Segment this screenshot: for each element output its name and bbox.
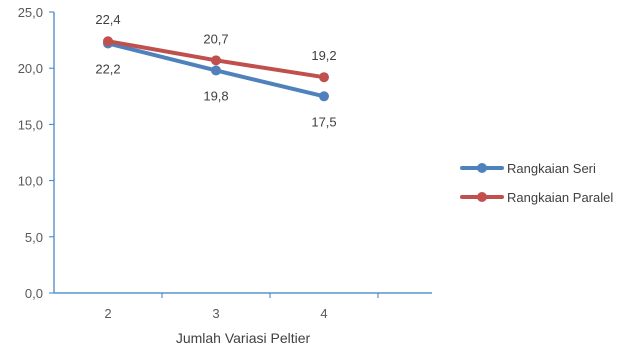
legend-swatch-marker [477,163,487,173]
x-tick-label: 2 [104,306,111,321]
y-tick-label: 25,0 [18,5,43,20]
data-label-rangkaian-paralel: 20,7 [203,31,228,46]
data-labels: 22,2 19,8 17,5 22,4 20,7 19,2 [95,12,336,129]
x-axis-ticks: 2 3 4 [104,293,379,321]
data-point-rangkaian-paralel [103,36,113,47]
data-label-rangkaian-seri: 22,2 [95,61,120,76]
legend[interactable]: Rangkaian Seri Rangkaian Paralel [460,161,613,205]
y-tick-label: 20,0 [18,61,43,76]
legend-swatch-marker [477,192,487,202]
series-layer [103,36,329,102]
data-label-rangkaian-seri: 19,8 [203,88,228,103]
x-axis-title: Jumlah Variasi Peltier [176,330,311,346]
x-tick-label: 3 [212,306,219,321]
y-tick-label: 10,0 [18,174,43,189]
y-tick-label: 15,0 [18,117,43,132]
data-point-rangkaian-paralel [211,55,221,66]
legend-label: Rangkaian Seri [507,161,596,176]
data-label-rangkaian-paralel: 22,4 [95,12,120,27]
data-point-rangkaian-seri [211,65,221,76]
y-tick-label: 5,0 [25,230,43,245]
data-label-rangkaian-paralel: 19,2 [311,48,336,63]
data-label-rangkaian-seri: 17,5 [311,114,336,129]
legend-item-rangkaian-seri[interactable]: Rangkaian Seri [460,161,596,176]
data-point-rangkaian-paralel [319,72,329,83]
legend-item-rangkaian-paralel[interactable]: Rangkaian Paralel [460,190,613,205]
x-tick-label: 4 [320,306,327,321]
legend-label: Rangkaian Paralel [507,190,613,205]
data-point-rangkaian-seri [319,91,329,102]
y-tick-label: 0,0 [25,286,43,301]
y-axis-ticks: 0,0 5,0 10,0 15,0 20,0 25,0 [18,5,54,301]
